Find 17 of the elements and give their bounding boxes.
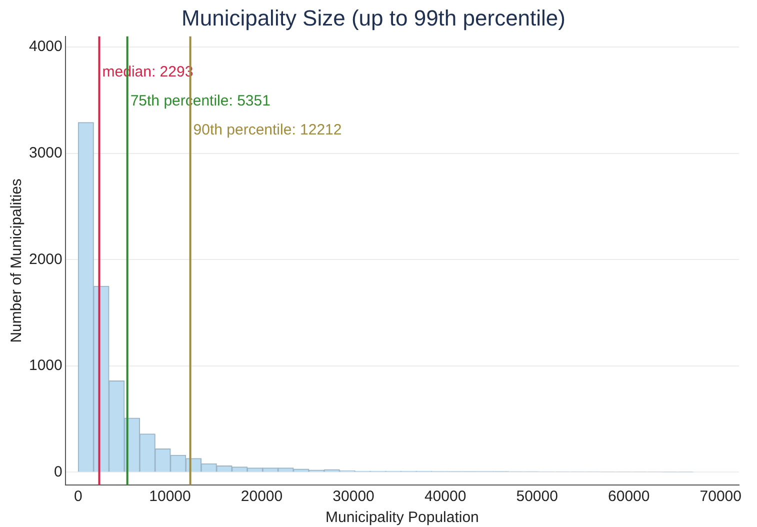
x-tick-label: 50000 bbox=[516, 488, 558, 506]
x-tick-label: 20000 bbox=[240, 488, 283, 506]
chart-title: Municipality Size (up to 99th percentile) bbox=[182, 5, 566, 30]
x-axis-title: Municipality Population bbox=[325, 509, 479, 526]
x-tick-label: 40000 bbox=[424, 488, 466, 506]
y-axis-title: Number of Municipalities bbox=[8, 178, 26, 343]
ref-line-label: 90th percentile: 12212 bbox=[193, 122, 342, 139]
y-tick-label: 1000 bbox=[28, 357, 62, 374]
x-tick-label: 30000 bbox=[332, 488, 374, 506]
x-tick-label: 0 bbox=[74, 488, 82, 506]
y-tick-label: 0 bbox=[54, 463, 62, 480]
x-tick-label: 70000 bbox=[700, 488, 742, 506]
x-tick-label: 10000 bbox=[149, 488, 191, 506]
y-tick-label: 4000 bbox=[28, 38, 62, 56]
y-tick-label: 3000 bbox=[28, 144, 62, 162]
x-tick-label: 60000 bbox=[608, 488, 650, 506]
y-tick-label: 2000 bbox=[28, 250, 62, 268]
